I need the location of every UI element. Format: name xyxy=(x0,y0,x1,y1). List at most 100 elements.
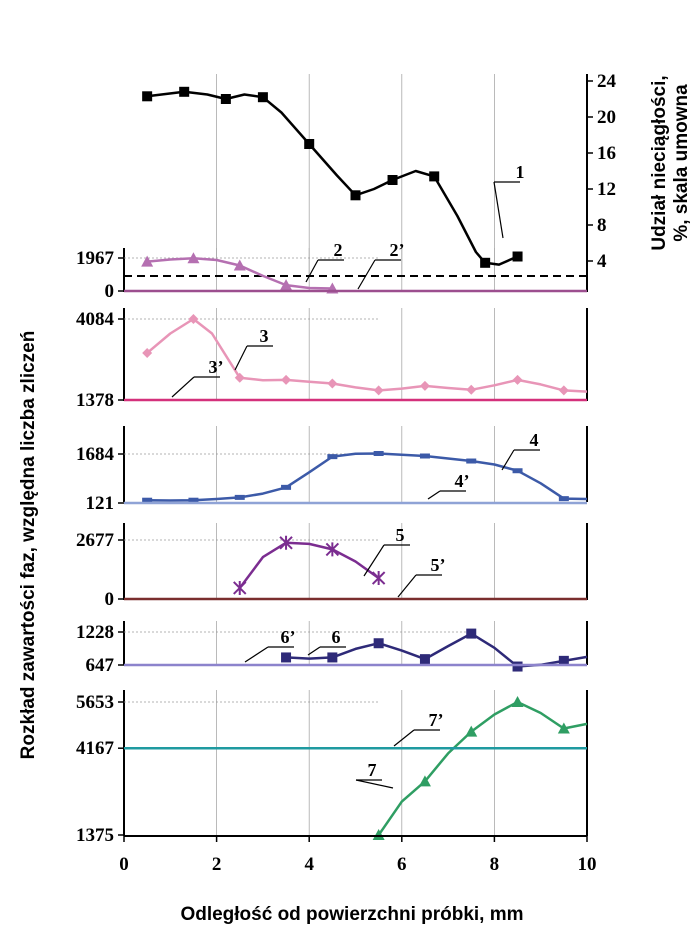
data-point xyxy=(480,257,491,268)
data-point xyxy=(512,251,523,262)
data-point xyxy=(187,252,200,264)
curve-label-3p: 3’ xyxy=(209,357,224,377)
data-point xyxy=(512,468,523,474)
data-point xyxy=(142,497,153,503)
y-axis-title-right-line2: %, skala umowna xyxy=(671,84,692,242)
data-point xyxy=(327,652,338,663)
y-axis-title-right-line1: Udział nieciągłości, xyxy=(649,75,670,250)
curve-label-2p: 2’ xyxy=(390,240,405,260)
series-line-7 xyxy=(377,700,588,836)
data-point xyxy=(419,654,430,665)
curve-label-4p: 4’ xyxy=(455,471,470,491)
data-point xyxy=(419,453,430,459)
y-tick-label: 16 xyxy=(597,143,616,164)
data-point xyxy=(558,496,569,502)
data-point xyxy=(233,259,246,271)
y-tick-label: 4167 xyxy=(76,738,115,759)
panel-p2: 0 1967 xyxy=(76,248,588,302)
data-point xyxy=(429,171,440,182)
curve-label-leader xyxy=(234,345,248,371)
y-tick-label: 4 xyxy=(597,251,607,272)
y-tick-label: 4084 xyxy=(76,309,115,330)
x-tick-label: 10 xyxy=(578,854,597,875)
y-tick-label: 121 xyxy=(86,493,115,514)
panel-p7: 1375 4167 5653 xyxy=(76,690,588,846)
data-point xyxy=(281,652,292,663)
data-point xyxy=(327,378,338,389)
data-point xyxy=(466,384,477,395)
data-point xyxy=(418,775,431,787)
y-tick-label: 0 xyxy=(105,589,115,610)
x-tick-label: 6 xyxy=(397,854,407,875)
data-point xyxy=(233,580,247,595)
panels-layer: 4812162024019671378408412116840267764712… xyxy=(76,71,617,875)
curve-label-leader xyxy=(305,259,319,283)
x-axis: 0 2 4 6 8 10 xyxy=(119,835,597,875)
curve-label-leader xyxy=(493,181,504,239)
data-point xyxy=(142,347,153,358)
data-point xyxy=(511,696,524,707)
y-tick-label: 1375 xyxy=(76,825,114,846)
panel-p4: 121 1684 xyxy=(76,426,588,514)
data-point xyxy=(387,175,398,185)
curve-label-5: 5 xyxy=(396,525,405,545)
data-point xyxy=(188,497,199,503)
curve-label-leader xyxy=(244,646,269,663)
curve-label-leader xyxy=(397,574,417,598)
curve-label-5p: 5’ xyxy=(431,555,446,575)
data-point xyxy=(512,661,523,672)
curve-label-leader xyxy=(427,490,441,500)
data-point xyxy=(373,450,384,456)
data-point xyxy=(466,458,477,464)
data-point xyxy=(142,91,153,102)
y-tick-label: 8 xyxy=(597,215,607,236)
curve-label-1: 1 xyxy=(516,162,525,182)
panel-p3: 1378 4084 xyxy=(76,308,588,411)
data-point xyxy=(465,725,478,737)
data-point xyxy=(281,484,292,490)
curve-label-7p: 7’ xyxy=(429,710,444,730)
data-point xyxy=(304,139,315,149)
y-tick-label: 2677 xyxy=(76,530,115,551)
data-point xyxy=(179,86,190,97)
data-point xyxy=(281,374,292,385)
x-tick-label: 0 xyxy=(119,854,129,875)
data-point xyxy=(558,655,569,666)
data-point xyxy=(141,255,154,267)
data-point xyxy=(325,542,340,557)
data-point xyxy=(279,535,293,550)
data-point xyxy=(557,722,570,734)
data-point xyxy=(512,374,523,385)
y-tick-label: 1378 xyxy=(76,390,114,411)
data-point xyxy=(371,571,386,586)
curve-label-leader xyxy=(501,449,515,471)
x-tick-label: 2 xyxy=(212,854,222,875)
y-tick-label: 12 xyxy=(597,179,616,200)
data-point xyxy=(234,372,245,383)
data-point xyxy=(220,94,231,104)
y-tick-label: 647 xyxy=(86,655,115,676)
data-point xyxy=(234,494,245,500)
data-point xyxy=(280,279,293,291)
curve-label-4: 4 xyxy=(530,430,539,450)
data-point xyxy=(419,380,430,391)
series-line-1 xyxy=(147,90,519,266)
y-tick-label: 24 xyxy=(597,71,617,92)
y-axis-title-left: Rozkład zawartości faz, względna liczba … xyxy=(18,331,39,760)
x-axis-title: Odległość od powierzchni próbki, mm xyxy=(180,904,523,925)
panel-p6: 647 1228 xyxy=(76,621,588,676)
y-tick-label: 1684 xyxy=(76,444,115,465)
data-point xyxy=(257,92,268,103)
y-tick-label: 20 xyxy=(597,107,616,128)
panel-p5: 0 2677 xyxy=(76,523,588,610)
x-tick-label: 4 xyxy=(304,854,314,875)
curve-label-leader xyxy=(393,729,415,747)
data-point xyxy=(327,454,338,460)
data-point xyxy=(373,638,384,649)
series-line-5 xyxy=(238,541,380,589)
curve-label-2: 2 xyxy=(334,240,343,260)
data-point xyxy=(350,190,361,201)
y-tick-label: 5653 xyxy=(76,692,114,713)
